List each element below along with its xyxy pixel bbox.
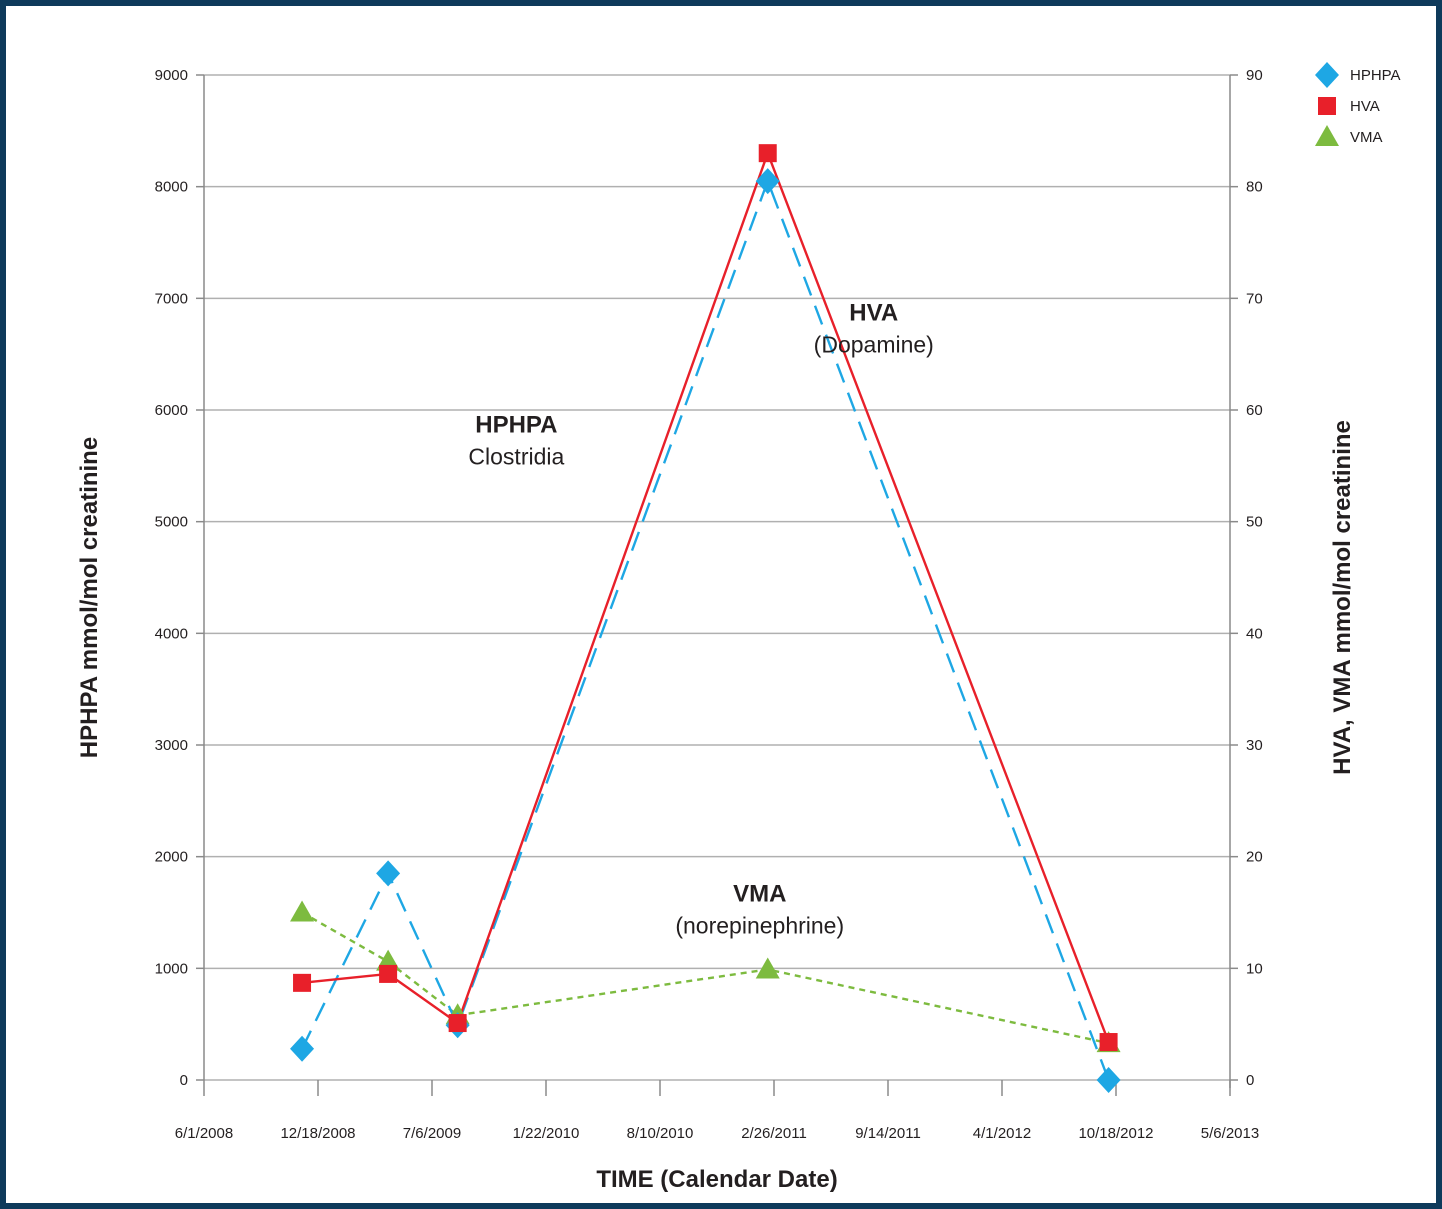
hphpa-point xyxy=(290,1035,315,1062)
y-right-tick-label: 10 xyxy=(1246,960,1263,977)
legend-label: HVA xyxy=(1350,98,1380,115)
y-left-tick-label: 5000 xyxy=(155,514,188,531)
vma-point xyxy=(755,957,780,979)
annotation-layer: HPHPA Clostridia HVA (Dopamine) VMA (norepine… xyxy=(468,300,933,939)
vma-point xyxy=(290,900,315,922)
y-right-tick-label: 30 xyxy=(1246,737,1263,754)
x-tick-label: 2/26/2011 xyxy=(741,1125,807,1142)
y-left-tick-label: 9000 xyxy=(155,67,188,84)
y-right-tick-label: 50 xyxy=(1246,514,1263,531)
y-left-tick-label: 4000 xyxy=(155,625,188,642)
y-right-tick-label: 40 xyxy=(1246,625,1263,642)
x-tick-label: 12/18/2008 xyxy=(280,1125,355,1142)
y-right-tick-label: 90 xyxy=(1246,67,1263,84)
x-tick-label: 8/10/2010 xyxy=(627,1125,694,1142)
vma-legend-marker xyxy=(1315,125,1339,146)
vma-series-line xyxy=(301,911,1109,1045)
x-tick-label: 6/1/2008 xyxy=(175,1125,233,1142)
y-left-tick-label: 2000 xyxy=(155,849,188,866)
hva-point xyxy=(758,144,777,163)
hva-point xyxy=(379,964,398,983)
x-tick-label: 10/18/2012 xyxy=(1078,1125,1153,1142)
y-left-tick-label: 3000 xyxy=(155,737,188,754)
axis-layer: 0 0 1000 10 2000 20 3000 30 4000 40 5000 50 6000 60 70… xyxy=(155,67,1263,1142)
hphpa-point xyxy=(1096,1067,1121,1093)
y-axis-right-title: HVA, VMA mmol/mol creatinine xyxy=(1329,420,1356,775)
x-tick-label: 9/14/2011 xyxy=(855,1125,921,1142)
y-right-tick-label: 0 xyxy=(1246,1072,1254,1089)
legend-label: VMA xyxy=(1350,129,1383,146)
annotation-title: HPHPA xyxy=(475,411,557,438)
grid-layer xyxy=(204,74,1230,1081)
hva-point xyxy=(293,973,312,992)
annotation-title: HVA xyxy=(849,300,898,327)
y-left-tick-label: 1000 xyxy=(155,960,188,977)
hphpa-point xyxy=(755,168,780,195)
x-tick-label: 1/22/2010 xyxy=(513,1125,580,1142)
y-left-tick-label: 8000 xyxy=(155,179,188,196)
hva-series-line xyxy=(301,149,1110,1043)
y-right-tick-label: 20 xyxy=(1246,849,1263,866)
hva-point xyxy=(1099,1033,1118,1052)
y-axis-left-title: HPHPA mmol/mol creatinine xyxy=(76,437,103,758)
y-left-tick-label: 6000 xyxy=(155,402,188,419)
hva-point xyxy=(448,1014,467,1033)
annotation-subtitle: (Dopamine) xyxy=(814,332,934,358)
x-tick-label: 4/1/2012 xyxy=(973,1125,1031,1142)
hphpa-legend-marker xyxy=(1315,62,1339,88)
hva-legend-marker xyxy=(1318,97,1336,115)
y-right-tick-label: 70 xyxy=(1246,290,1263,307)
y-left-tick-label: 0 xyxy=(180,1072,188,1089)
series-layer xyxy=(290,144,1121,1093)
y-right-tick-label: 80 xyxy=(1246,179,1263,196)
x-tick-label: 5/6/2013 xyxy=(1201,1125,1259,1142)
annotation-title: VMA xyxy=(733,880,786,907)
y-left-tick-label: 7000 xyxy=(155,290,188,307)
y-right-tick-label: 60 xyxy=(1246,402,1263,419)
annotation-subtitle: (norepinephrine) xyxy=(675,912,844,938)
legend-label: HPHPA xyxy=(1350,67,1401,84)
legend-layer: HPHPA HVA VMA xyxy=(1315,62,1401,146)
annotation-subtitle: Clostridia xyxy=(468,443,564,469)
hphpa-point xyxy=(376,860,401,887)
x-tick-label: 7/6/2009 xyxy=(403,1125,461,1142)
x-axis-title: TIME (Calendar Date) xyxy=(596,1166,837,1193)
hphpa-series-line xyxy=(300,177,1110,1081)
